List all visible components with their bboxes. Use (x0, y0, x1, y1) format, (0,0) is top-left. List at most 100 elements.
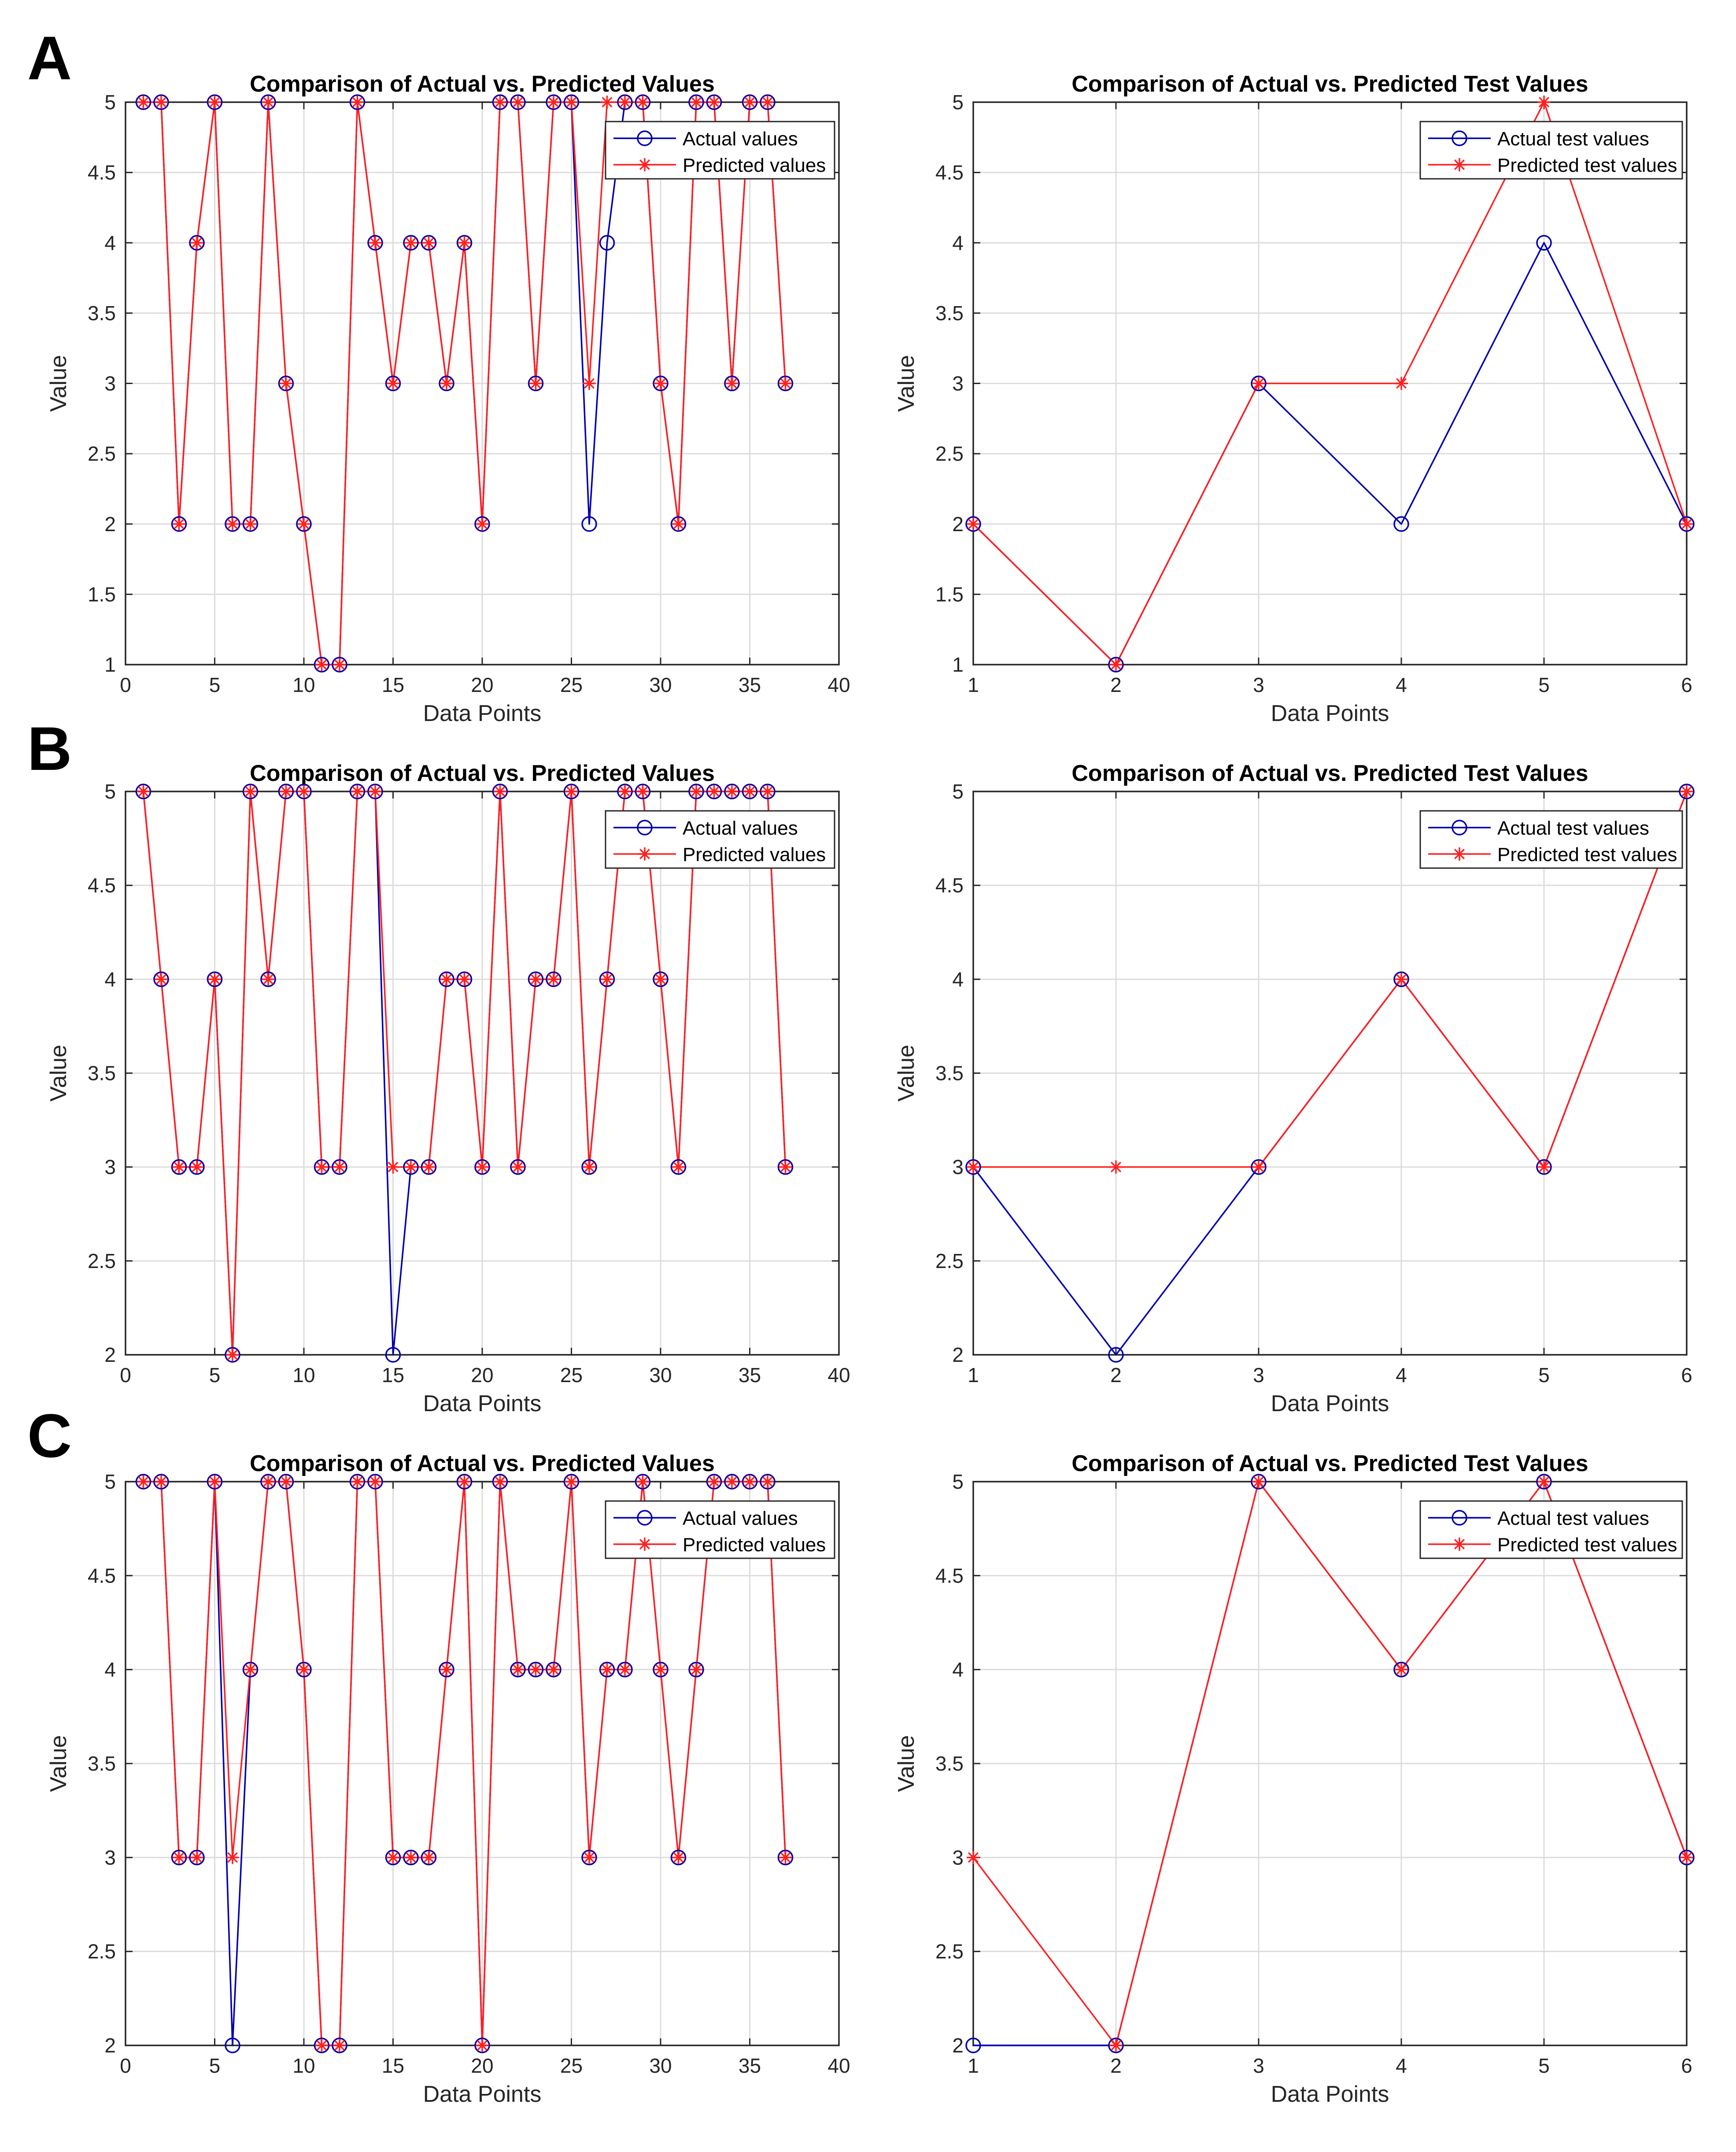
legend-label: Predicted test values (1497, 155, 1677, 176)
predicted-point (600, 1663, 614, 1676)
y-tick-label: 5 (952, 780, 964, 803)
predicted-point (690, 785, 703, 798)
legend-star-icon (1453, 158, 1466, 171)
predicted-point (386, 377, 400, 390)
actual-point (225, 516, 240, 532)
y-tick-label: 4.5 (935, 1564, 964, 1587)
y-tick-label: 4.5 (88, 874, 116, 897)
predicted-point (458, 972, 471, 986)
actual-point (777, 1159, 794, 1175)
legend-label: Predicted values (683, 1534, 826, 1556)
predicted-point (315, 1160, 329, 1174)
panel-label-b: B (27, 714, 72, 783)
actual-point (635, 784, 651, 799)
actual-point (617, 1661, 633, 1678)
x-tick-label: 1 (968, 2054, 979, 2077)
actual-point (260, 1474, 276, 1490)
chart-c-training: 0 5 10 15 20 25 30 35 40 2 2.5 3 3.5 4 4.5 5 Comparison … (46, 1451, 850, 2107)
legend-label: Actual values (683, 1508, 798, 1529)
actual-point (207, 94, 223, 110)
legend: Actual test values Predicted test values (1419, 810, 1683, 869)
predicted-point (244, 1663, 257, 1676)
predicted-point (458, 1475, 471, 1488)
predicted-point (1395, 972, 1408, 986)
actual-point (724, 784, 740, 799)
y-tick-label: 2.5 (935, 1250, 964, 1272)
chart-a-training: 0 5 10 15 20 25 30 35 40 1 1.5 2 2.5 3 3.5 4 4.5 5 Compari… (46, 71, 850, 726)
x-tick-label: 5 (1538, 2054, 1550, 2077)
predicted-point (1537, 96, 1551, 109)
predicted-point (404, 1851, 417, 1864)
predicted-point (529, 1663, 543, 1676)
y-tick-label: 2 (952, 1343, 964, 1366)
predicted-point (529, 377, 543, 390)
x-tick-label: 6 (1681, 673, 1692, 696)
predicted-point (1537, 1160, 1551, 1174)
actual-point (688, 94, 704, 110)
predicted-point (137, 1475, 150, 1488)
predicted-point (297, 785, 310, 798)
actual-point (653, 375, 669, 392)
chart-title: Comparison of Actual vs. Predicted Value… (250, 71, 715, 97)
y-tick-label: 5 (104, 91, 116, 114)
predicted-point (333, 2039, 346, 2052)
predicted-point (172, 517, 186, 531)
actual-point (171, 1159, 187, 1175)
x-tick-label: 5 (209, 673, 221, 696)
legend-star-icon (1453, 1538, 1466, 1551)
actual-point (332, 1159, 347, 1175)
predicted-point (244, 517, 257, 531)
legend-circle-icon (637, 1510, 653, 1526)
y-tick-label: 3 (952, 1846, 964, 1869)
predicted-point (279, 785, 293, 798)
actual-point (742, 1474, 758, 1490)
x-tick-label: 0 (120, 1364, 131, 1387)
predicted-point (297, 517, 310, 531)
predicted-point (244, 785, 257, 798)
actual-point (688, 784, 704, 799)
actual-point (225, 2037, 240, 2053)
y-tick-label: 4 (104, 968, 116, 991)
actual-point (367, 784, 383, 799)
predicted-point (600, 972, 614, 986)
actual-point (563, 94, 580, 110)
chart-title: Comparison of Actual vs. Predicted Test … (1071, 1451, 1588, 1476)
y-tick-label: 2.5 (88, 1940, 116, 1963)
x-tick-label: 5 (209, 2054, 221, 2077)
actual-point (207, 971, 223, 987)
actual-point (599, 971, 615, 987)
legend: Actual values Predicted values (605, 121, 835, 180)
legend-circle-icon (1452, 1510, 1467, 1526)
predicted-point (1252, 1160, 1265, 1174)
y-tick-label: 3.5 (88, 1752, 116, 1775)
actual-point (563, 1474, 580, 1490)
actual-point (349, 94, 366, 110)
legend-circle-icon (1452, 130, 1467, 146)
predicted-point (279, 1475, 293, 1488)
actual-point (260, 94, 276, 110)
y-tick-label: 3.5 (935, 1062, 964, 1085)
chart-title: Comparison of Actual vs. Predicted Test … (1071, 71, 1588, 97)
predicted-point (262, 972, 275, 986)
actual-point (171, 1849, 187, 1866)
actual-point (742, 94, 758, 110)
actual-point (367, 1474, 383, 1490)
actual-point (189, 1849, 205, 1866)
x-axis-label: Data Points (1271, 2082, 1389, 2107)
predicted-point (583, 377, 596, 390)
actual-point (153, 971, 169, 987)
predicted-point (583, 1851, 596, 1864)
y-tick-label: 2.5 (935, 1940, 964, 1963)
predicted-point (333, 1160, 346, 1174)
y-tick-label: 3 (952, 372, 964, 395)
x-tick-label: 40 (827, 673, 850, 696)
actual-point (278, 375, 294, 392)
actual-point (1536, 235, 1552, 251)
predicted-point (654, 377, 667, 390)
actual-point (278, 784, 294, 799)
predicted-point (547, 1663, 560, 1676)
predicted-point (761, 1475, 774, 1488)
actual-point (135, 1474, 151, 1490)
x-tick-label: 25 (560, 1364, 583, 1387)
predicted-point (565, 96, 578, 109)
